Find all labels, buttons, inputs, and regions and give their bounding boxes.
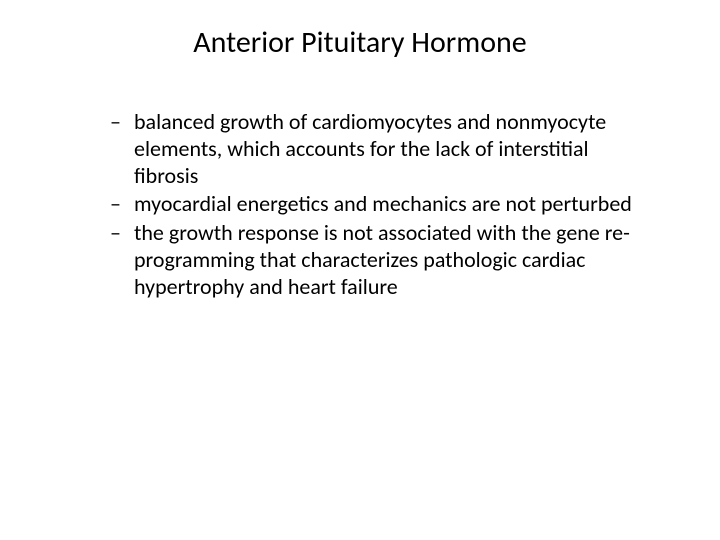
bullet-text: the growth response is not associated wi…	[134, 219, 630, 300]
slide-title: Anterior Pituitary Hormone	[40, 24, 680, 61]
list-item: –the growth response is not associated w…	[110, 220, 640, 300]
list-item: –myocardial energetics and mechanics are…	[110, 191, 640, 218]
bullet-text: myocardial energetics and mechanics are …	[134, 190, 632, 217]
slide-container: Anterior Pituitary Hormone –balanced gro…	[0, 0, 720, 540]
slide-content: –balanced growth of cardiomyocytes and n…	[110, 109, 640, 301]
bullet-list: –balanced growth of cardiomyocytes and n…	[110, 109, 640, 301]
bullet-marker: –	[110, 109, 134, 136]
bullet-marker: –	[110, 220, 134, 247]
list-item: –balanced growth of cardiomyocytes and n…	[110, 109, 640, 189]
bullet-text: balanced growth of cardiomyocytes and no…	[134, 108, 606, 189]
bullet-marker: –	[110, 191, 134, 218]
